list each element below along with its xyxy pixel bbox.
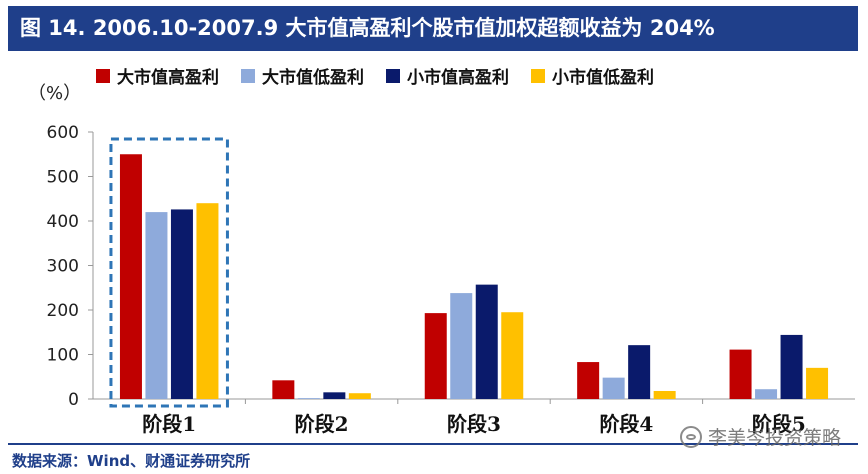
wechat-icon [680, 425, 702, 448]
bar-1-0 [272, 380, 295, 399]
legend-swatch-large-low [241, 68, 255, 83]
legend-item-small-high: 小市值高盈利 [386, 63, 509, 88]
watermark-text: 李美岑投资策略 [708, 427, 842, 449]
bar-4-2 [780, 334, 803, 399]
x-category-label: 阶段5 [752, 412, 806, 436]
legend-label-large-high: 大市值高盈利 [117, 68, 219, 88]
bar-3-3 [653, 390, 676, 399]
highlight-box [109, 137, 229, 408]
bar-0-3 [196, 203, 219, 399]
legend-label-small-low: 小市值低盈利 [552, 68, 654, 88]
bar-3-0 [577, 362, 600, 399]
bar-3-2 [628, 345, 651, 399]
bar-3-1 [602, 377, 625, 399]
legend-item-large-high: 大市值高盈利 [96, 63, 219, 88]
y-axis-unit-label: （%） [28, 83, 82, 104]
footer-divider [8, 443, 858, 445]
y-tick-label: 100 [47, 346, 79, 366]
x-category-label: 阶段1 [142, 412, 196, 436]
watermark: 李美岑投资策略 [680, 423, 841, 450]
legend-swatch-large-high [96, 68, 110, 83]
bar-2-3 [501, 312, 524, 399]
bar-2-1 [450, 293, 473, 399]
legend-label-large-low: 大市值低盈利 [262, 68, 364, 88]
y-tick-label: 300 [47, 257, 79, 277]
bar-0-2 [170, 209, 193, 399]
bar-0-1 [145, 212, 168, 399]
y-tick-label: 200 [47, 301, 79, 321]
bar-4-1 [755, 389, 778, 399]
bar-4-3 [806, 367, 829, 399]
legend-swatch-small-high [386, 68, 400, 83]
bar-4-0 [729, 349, 752, 399]
x-category-label: 阶段3 [447, 412, 501, 436]
x-category-label: 阶段4 [599, 412, 653, 436]
chart-legend: 大市值高盈利 大市值低盈利 小市值高盈利 小市值低盈利 [96, 63, 654, 88]
data-source: 数据来源：Wind、财通证券研究所 [12, 452, 251, 470]
x-category-label: 阶段2 [295, 412, 349, 436]
legend-item-small-low: 小市值低盈利 [531, 63, 654, 88]
figure-title: 图 14. 2006.10-2007.9 大市值高盈利个股市值加权超额收益为 2… [8, 6, 858, 51]
legend-label-small-high: 小市值高盈利 [407, 68, 509, 88]
bar-1-3 [348, 393, 371, 399]
y-tick-label: 500 [47, 168, 79, 188]
y-tick-label: 0 [68, 390, 79, 410]
bar-2-0 [424, 313, 447, 399]
legend-swatch-small-low [531, 68, 545, 83]
bar-2-2 [475, 284, 498, 399]
y-tick-label: 600 [47, 123, 79, 143]
bar-1-2 [323, 392, 346, 399]
y-tick-label: 400 [47, 212, 79, 232]
legend-item-large-low: 大市值低盈利 [241, 63, 364, 88]
bar-0-0 [119, 154, 142, 399]
bar-1-1 [297, 398, 320, 399]
